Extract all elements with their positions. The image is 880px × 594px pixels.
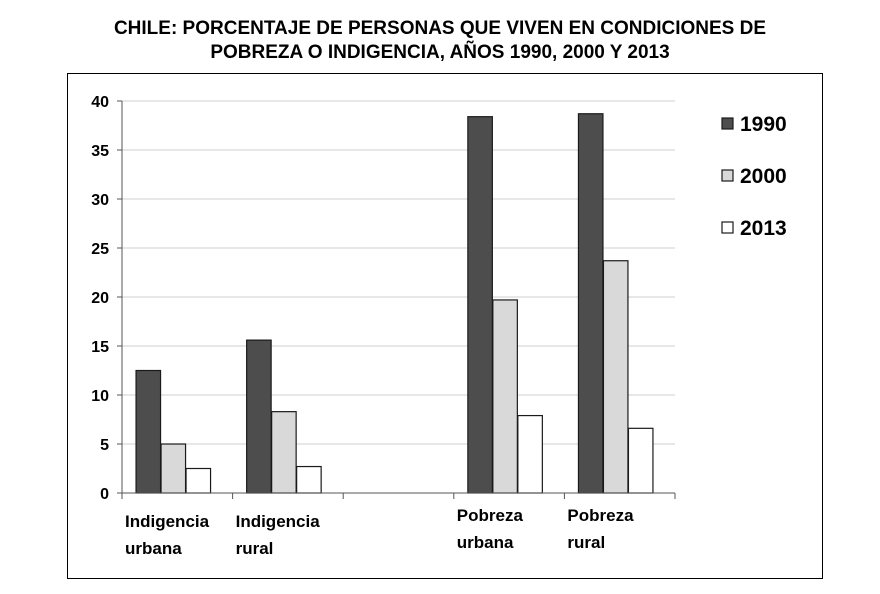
category-label-line-2: rural: [236, 539, 274, 558]
legend-swatch-2000: [721, 169, 734, 182]
bar-2013: [627, 427, 654, 494]
y-tick-label: 20: [91, 290, 109, 307]
category-label-line-2: urbana: [457, 533, 514, 552]
bar-1990: [467, 116, 493, 494]
bar-1990: [577, 113, 604, 494]
axes: [117, 100, 676, 499]
bar-2000: [602, 260, 629, 494]
category-label-line-2: urbana: [125, 539, 182, 558]
legend-swatch-2013: [721, 221, 734, 234]
category-label-line-1: Indigencia: [236, 512, 321, 531]
bar-2013: [185, 467, 212, 494]
category-label-line-1: Indigencia: [125, 512, 210, 531]
chart-title-line-2: POBREZA O INDIGENCIA, AÑOS 1990, 2000 Y …: [210, 42, 670, 63]
y-tick-label: 15: [91, 339, 109, 356]
y-tick-label: 0: [100, 486, 109, 503]
bar-2013: [517, 414, 543, 494]
chart-frame: [67, 73, 823, 579]
y-tick-label: 35: [91, 143, 109, 160]
category-labels: Indigencia urbana Indigencia rural Pobreza ur…: [125, 506, 634, 558]
legend-label-2013: 2013: [740, 217, 787, 240]
y-tick-label: 25: [91, 241, 109, 258]
bars: [135, 113, 654, 494]
bar-1990: [246, 339, 272, 494]
legend-label-1990: 1990: [740, 113, 787, 136]
y-tick-label: 30: [91, 192, 109, 209]
chart-title-line-1: CHILE: PORCENTAJE DE PERSONAS QUE VIVEN …: [113, 18, 767, 39]
legend-swatch-1990: [721, 117, 734, 130]
bar-2000: [160, 443, 187, 494]
legend-label-2000: 2000: [740, 165, 787, 188]
legend: 1990 2000 2013: [721, 113, 787, 240]
category-label-line-1: Pobreza: [457, 506, 524, 525]
y-tick-label: 10: [91, 388, 109, 405]
bar-2000: [492, 299, 518, 494]
category-label-line-1: Pobreza: [567, 506, 634, 525]
bar-2013: [296, 465, 322, 494]
category-label-line-2: rural: [567, 533, 605, 552]
y-tick-label: 40: [91, 94, 109, 111]
y-tick-label: 5: [100, 437, 109, 454]
y-tick-labels: 0 5 10 15 20 25 30 35 40: [91, 94, 109, 503]
bar-2000: [271, 411, 297, 494]
bar-1990: [135, 369, 162, 494]
